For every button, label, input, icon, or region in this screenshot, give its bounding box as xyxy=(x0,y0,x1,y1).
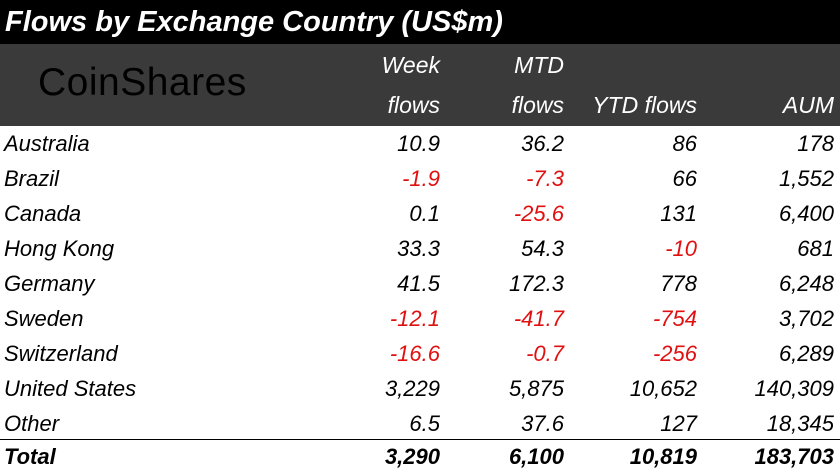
table-row: Sweden -12.1 -41.7 -754 3,702 xyxy=(0,301,840,336)
table-row: Hong Kong 33.3 54.3 -10 681 xyxy=(0,231,840,266)
cell-ytd: 778 xyxy=(660,271,697,296)
table-row: Other 6.5 37.6 127 18,345 xyxy=(0,406,840,441)
cell-aum: 681 xyxy=(797,236,834,261)
table-row: Switzerland -16.6 -0.7 -256 6,289 xyxy=(0,336,840,371)
total-mtd: 6,100 xyxy=(508,444,564,469)
header-ytd-flows: YTD flows xyxy=(557,44,697,126)
table-row: United States 3,229 5,875 10,652 140,309 xyxy=(0,371,840,406)
table-row: Germany 41.5 172.3 778 6,248 xyxy=(0,266,840,301)
cell-week: -16.6 xyxy=(389,341,440,366)
cell-country: Canada xyxy=(4,201,82,226)
header-week-flows: Week flows xyxy=(320,44,440,126)
cell-week: 6.5 xyxy=(409,411,440,436)
cell-aum: 140,309 xyxy=(754,376,834,401)
cell-ytd: 131 xyxy=(660,201,697,226)
total-ytd: 10,819 xyxy=(629,444,697,469)
table-row: Canada 0.1 -25.6 131 6,400 xyxy=(0,196,840,231)
cell-aum: 6,400 xyxy=(778,201,834,226)
cell-week: -1.9 xyxy=(402,166,440,191)
total-aum: 183,703 xyxy=(754,444,834,469)
cell-aum: 6,248 xyxy=(778,271,834,296)
cell-country: Hong Kong xyxy=(4,236,115,261)
total-row: Total 3,290 6,100 10,819 183,703 xyxy=(0,440,840,473)
cell-mtd: -0.7 xyxy=(526,341,564,366)
cell-aum: 6,289 xyxy=(778,341,834,366)
table-header: CoinShares Week flows MTD flows YTD flow… xyxy=(0,44,840,126)
cell-ytd: 127 xyxy=(660,411,697,436)
cell-mtd: -41.7 xyxy=(513,306,564,331)
cell-aum: 3,702 xyxy=(778,306,834,331)
header-week-line2: flows xyxy=(387,92,440,118)
cell-country: United States xyxy=(4,376,137,401)
header-ytd-line2: YTD flows xyxy=(592,92,697,118)
coinshares-logo: CoinShares xyxy=(38,61,247,104)
cell-week: 0.1 xyxy=(409,201,440,226)
cell-mtd: 36.2 xyxy=(521,131,564,156)
header-week-line1: Week xyxy=(381,52,440,78)
cell-country: Brazil xyxy=(4,166,60,191)
cell-mtd: 37.6 xyxy=(521,411,564,436)
cell-aum: 178 xyxy=(797,131,834,156)
table-body: Australia 10.9 36.2 86 178 Brazil -1.9 -… xyxy=(0,126,840,441)
cell-aum: 18,345 xyxy=(766,411,834,436)
total-week: 3,290 xyxy=(384,444,440,469)
cell-country: Other xyxy=(4,411,60,436)
header-mtd-line1: MTD xyxy=(514,52,564,78)
total-label: Total xyxy=(4,444,56,469)
chart-title: Flows by Exchange Country (US$m) xyxy=(0,0,840,44)
cell-ytd: -754 xyxy=(652,306,697,331)
cell-mtd: 5,875 xyxy=(508,376,564,401)
header-mtd-line2: flows xyxy=(511,92,564,118)
cell-country: Switzerland xyxy=(4,341,118,366)
cell-mtd: -7.3 xyxy=(526,166,564,191)
cell-week: 33.3 xyxy=(397,236,440,261)
cell-aum: 1,552 xyxy=(778,166,834,191)
cell-mtd: 172.3 xyxy=(508,271,564,296)
cell-week: 41.5 xyxy=(397,271,440,296)
cell-week: 10.9 xyxy=(397,131,440,156)
header-aum-line2: AUM xyxy=(782,92,834,118)
cell-ytd: -256 xyxy=(652,341,697,366)
cell-country: Germany xyxy=(4,271,95,296)
cell-ytd: 86 xyxy=(672,131,697,156)
table-row: Brazil -1.9 -7.3 66 1,552 xyxy=(0,161,840,196)
cell-ytd: 66 xyxy=(672,166,697,191)
cell-week: -12.1 xyxy=(389,306,440,331)
cell-country: Sweden xyxy=(4,306,84,331)
cell-mtd: -25.6 xyxy=(513,201,564,226)
cell-ytd: 10,652 xyxy=(629,376,697,401)
cell-ytd: -10 xyxy=(665,236,697,261)
cell-mtd: 54.3 xyxy=(521,236,564,261)
header-mtd-flows: MTD flows xyxy=(444,44,564,126)
cell-week: 3,229 xyxy=(384,376,440,401)
cell-country: Australia xyxy=(4,131,90,156)
table-row: Australia 10.9 36.2 86 178 xyxy=(0,126,840,161)
header-aum: AUM xyxy=(714,44,834,126)
total-divider xyxy=(0,439,840,440)
